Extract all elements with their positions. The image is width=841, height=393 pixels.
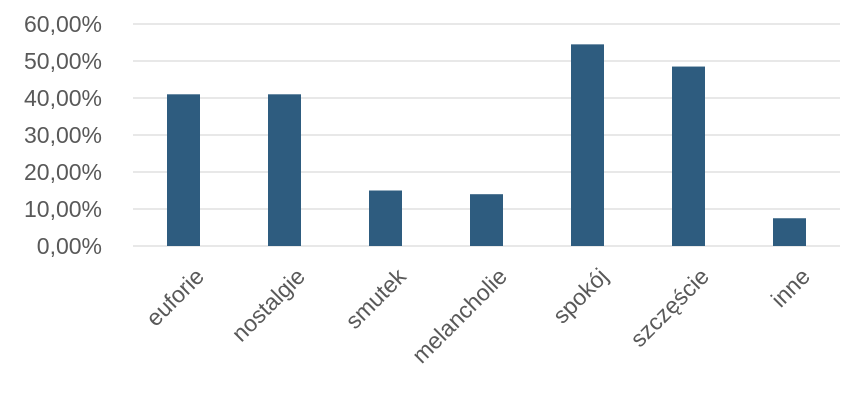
y-tick-label: 60,00%: [24, 11, 102, 37]
y-axis-tick-labels: 0,00% 10,00% 20,00% 30,00% 40,00% 50,00% 60,00…: [24, 11, 102, 259]
bar-4: [571, 44, 604, 246]
y-tick-label: 30,00%: [24, 122, 102, 148]
y-tick-label: 20,00%: [24, 159, 102, 185]
bars: [167, 44, 806, 246]
x-category-label: melancholie: [407, 263, 512, 368]
y-tick-label: 40,00%: [24, 85, 102, 111]
bar-5: [672, 66, 705, 246]
gridlines: [133, 23, 840, 247]
bar-1: [268, 94, 301, 246]
x-category-label: spokój: [548, 263, 613, 328]
x-category-label: nostalgie: [226, 263, 309, 346]
bar-3: [470, 194, 503, 246]
bar-6: [773, 218, 806, 246]
y-tick-label: 0,00%: [37, 233, 102, 259]
y-tick-label: 10,00%: [24, 196, 102, 222]
x-category-label: euforie: [141, 263, 209, 331]
x-category-label: smutek: [340, 263, 411, 334]
x-category-label: inne: [766, 263, 815, 312]
bar-2: [369, 190, 402, 246]
y-tick-label: 50,00%: [24, 48, 102, 74]
bar-0: [167, 94, 200, 246]
x-category-label: szczęście: [625, 263, 714, 352]
